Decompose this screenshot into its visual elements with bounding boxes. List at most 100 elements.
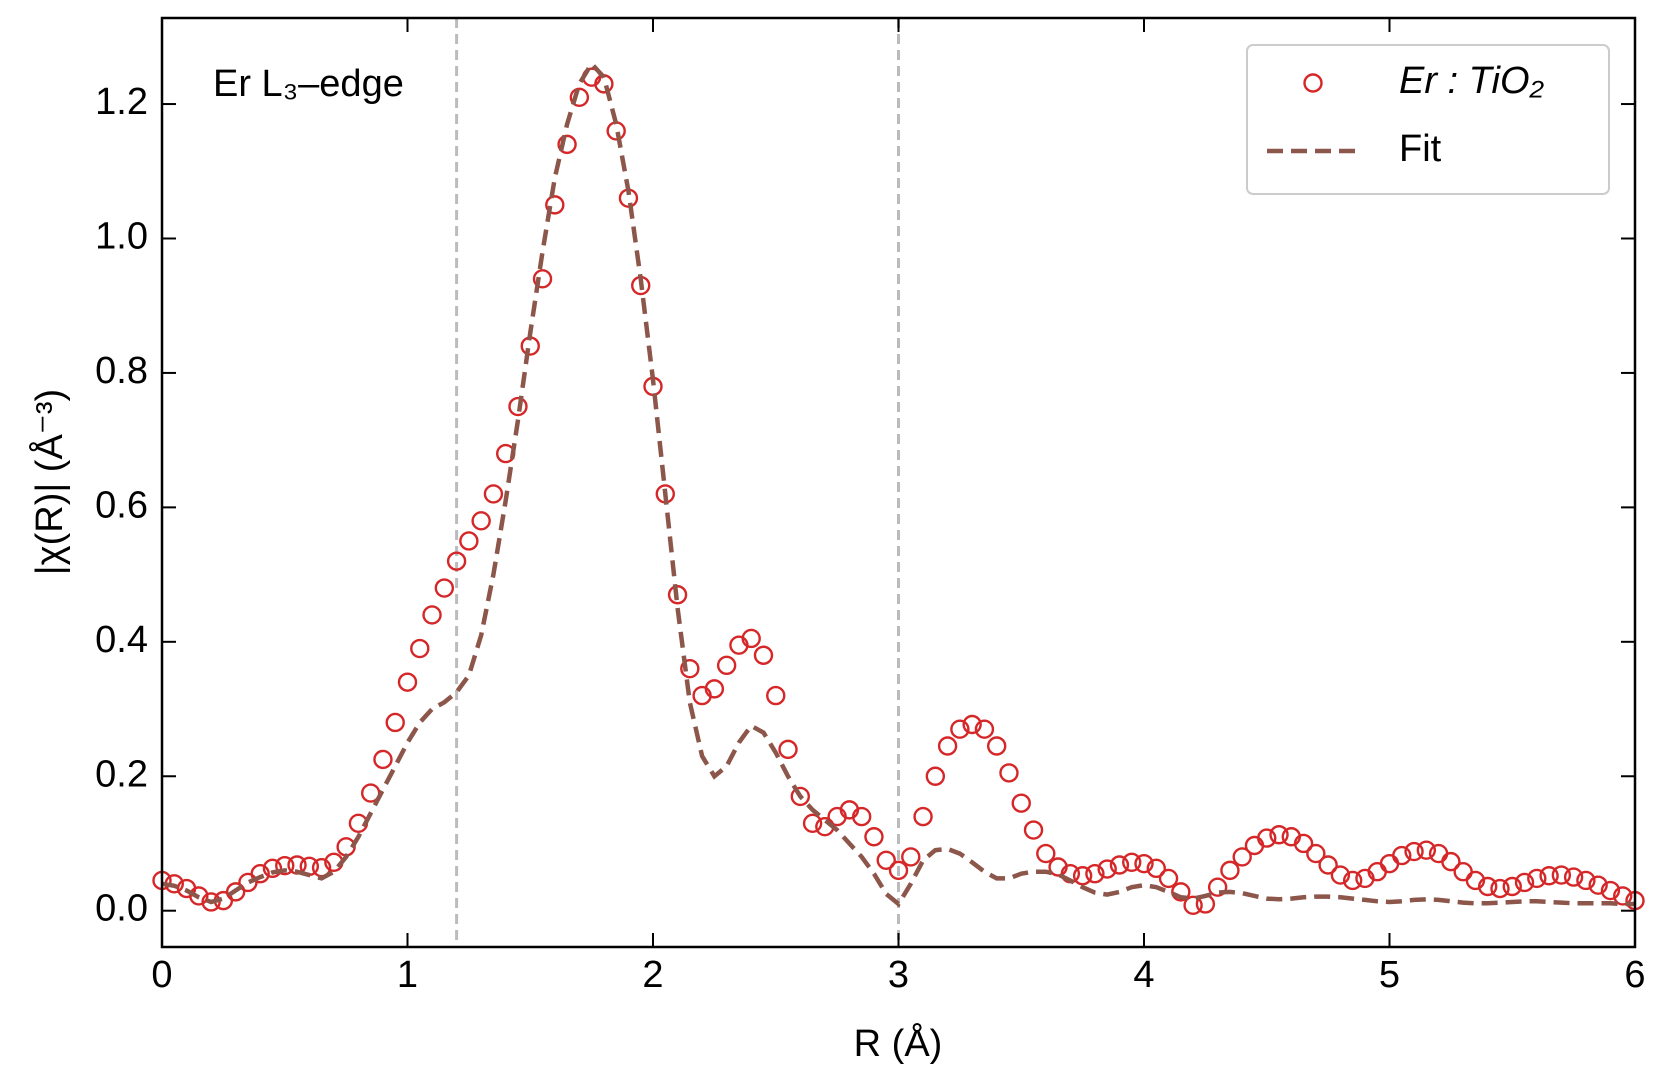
data-point: [1613, 886, 1633, 906]
data-point: [1453, 862, 1473, 882]
data-point: [1134, 853, 1154, 874]
x-tick-label: 2: [642, 954, 663, 996]
data-point: [864, 827, 884, 847]
data-point: [1011, 793, 1031, 813]
data-point: [1465, 870, 1486, 891]
data-point: [987, 736, 1007, 756]
data-point: [962, 714, 982, 735]
data-point: [1232, 847, 1252, 867]
data-point: [802, 813, 823, 834]
data-point: [1502, 876, 1522, 897]
data-point: [1576, 870, 1596, 891]
data-point: [1514, 872, 1535, 893]
data-point: [397, 672, 418, 692]
data-point: [925, 766, 946, 786]
data-point: [1023, 820, 1044, 840]
y-tick-label: 0.8: [95, 350, 148, 392]
data-point: [913, 806, 933, 827]
data-point: [888, 860, 909, 881]
y-axis-label: |χ(R)| (Å⁻³): [27, 389, 71, 575]
data-point: [459, 531, 479, 551]
y-tick-label: 1.0: [95, 216, 148, 258]
x-tick-label: 1: [397, 954, 418, 996]
data-point: [225, 882, 246, 902]
data-point: [790, 786, 810, 807]
data-point: [1330, 865, 1351, 885]
x-tick-label: 0: [151, 954, 172, 996]
y-tick-label: 0.2: [95, 753, 148, 795]
data-point: [1551, 865, 1572, 885]
data-point: [545, 195, 565, 215]
data-point: [189, 886, 209, 906]
data-point: [1392, 845, 1412, 866]
data-point: [1588, 875, 1608, 895]
data-point: [851, 806, 872, 827]
data-point: [741, 628, 761, 649]
data-point: [557, 134, 577, 155]
data-point: [446, 551, 467, 571]
data-point: [974, 719, 995, 739]
data-point: [1379, 853, 1400, 874]
data-point: [1269, 825, 1289, 845]
data-point: [532, 269, 553, 289]
data-point: [1416, 840, 1437, 860]
legend-label: Fit: [1399, 128, 1442, 170]
y-tick-label: 0.6: [95, 484, 148, 526]
data-point: [1404, 841, 1424, 862]
data-point: [1072, 866, 1093, 886]
data-point: [606, 121, 626, 141]
data-point: [950, 719, 970, 739]
x-axis-label: R (Å): [854, 1021, 943, 1065]
data-point: [937, 736, 958, 756]
data-point: [1257, 828, 1277, 848]
legend-label: Er : TiO₂: [1399, 60, 1545, 102]
data-point: [275, 855, 295, 876]
data-point: [373, 749, 393, 770]
legend-marker: [1303, 73, 1323, 93]
data-point: [1146, 858, 1166, 879]
data-point: [410, 638, 430, 659]
data-point: [434, 578, 455, 598]
data-point: [766, 685, 786, 706]
y-tick-label: 1.2: [95, 81, 148, 123]
data-point: [1477, 876, 1498, 897]
y-tick-label: 0.0: [95, 888, 148, 930]
data-point: [753, 645, 774, 665]
data-point: [999, 763, 1019, 783]
data-point: [1220, 860, 1240, 881]
data-point: [471, 511, 491, 531]
data-point: [262, 858, 283, 879]
x-tick-label: 5: [1379, 954, 1400, 996]
x-tick-label: 4: [1133, 954, 1154, 996]
y-tick-label: 0.4: [95, 619, 148, 661]
data-point: [1490, 878, 1510, 899]
plot-frame: [160, 16, 1637, 949]
x-tick-label: 6: [1624, 954, 1645, 996]
legend-box: [1246, 44, 1610, 195]
data-point: [1527, 868, 1547, 889]
data-point: [876, 850, 896, 870]
data-point: [901, 847, 921, 867]
annotation: Er L₃–edge: [213, 63, 404, 105]
data-point: [1306, 843, 1326, 864]
x-tick-label: 3: [888, 954, 909, 996]
data-point: [1036, 843, 1056, 864]
data-point: [1600, 880, 1621, 901]
data-point: [667, 585, 688, 605]
data-point: [680, 659, 700, 679]
data-point: [385, 712, 405, 733]
data-point: [704, 679, 725, 699]
data-point: [1183, 895, 1203, 916]
data-point: [1085, 864, 1105, 884]
data-point: [1342, 870, 1363, 891]
data-point: [508, 396, 528, 417]
data-point: [1318, 855, 1338, 875]
data-point: [1207, 877, 1228, 897]
data-point: [1171, 882, 1191, 902]
data-point: [1428, 843, 1449, 864]
data-point: [1563, 867, 1584, 887]
data-point: [1158, 868, 1179, 889]
data-point: [1122, 852, 1142, 873]
data-point: [716, 655, 737, 676]
